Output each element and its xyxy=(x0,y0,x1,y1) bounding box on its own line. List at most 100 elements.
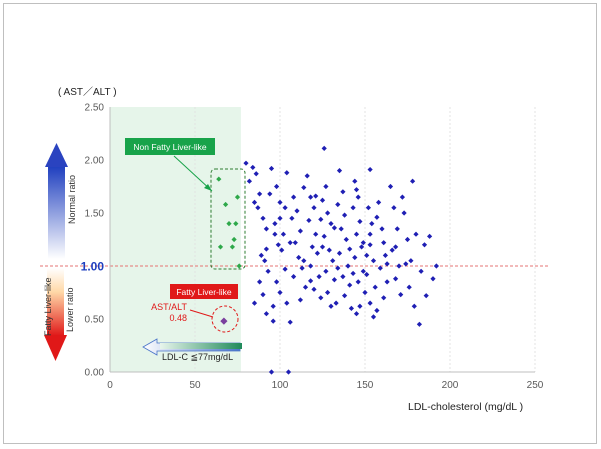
point-s0-43 xyxy=(313,231,319,237)
point-s0-40 xyxy=(308,194,314,200)
point-s0-124 xyxy=(268,369,275,375)
y-tick-label-0: 0.00 xyxy=(85,368,105,379)
point-s0-100 xyxy=(381,295,387,301)
x-tick-label-1: 50 xyxy=(189,380,201,391)
x-tick-label-2: 100 xyxy=(272,380,289,391)
point-s0-125 xyxy=(285,369,292,375)
point-s1-3 xyxy=(226,221,232,227)
point-s0-133 xyxy=(347,246,353,252)
point-s0-109 xyxy=(401,210,407,216)
point-s0-103 xyxy=(391,205,397,211)
point-s0-10 xyxy=(265,268,271,274)
point-s0-83 xyxy=(362,289,368,296)
point-s0-14 xyxy=(263,311,269,317)
point-s0-75 xyxy=(355,194,361,200)
lower-ratio-arrow xyxy=(44,268,67,361)
point-s0-73 xyxy=(348,305,354,311)
point-s0-101 xyxy=(374,307,380,314)
y-tick-label-1: 0.50 xyxy=(85,315,105,326)
point-s0-115 xyxy=(411,303,417,309)
point-s0-120 xyxy=(423,293,429,299)
point-s0-1 xyxy=(250,164,256,171)
point-s0-90 xyxy=(364,271,370,278)
non-fatty-dashed-box xyxy=(210,168,246,270)
point-s0-118 xyxy=(418,268,424,274)
point-s0-66 xyxy=(338,226,344,232)
point-s0-74 xyxy=(352,178,358,184)
point-s0-113 xyxy=(406,284,412,290)
point-s0-5 xyxy=(255,205,261,211)
ast-alt-value: 0.48 xyxy=(169,313,187,323)
point-s0-148 xyxy=(328,303,334,309)
point-s0-147 xyxy=(308,278,314,284)
y-tick-label-3: 1.50 xyxy=(85,209,105,220)
point-s0-72 xyxy=(342,293,348,299)
point-s0-0 xyxy=(243,160,249,166)
point-s0-25 xyxy=(277,289,283,296)
y-tick-label-4: 2.00 xyxy=(85,156,105,167)
point-s0-42 xyxy=(306,217,312,224)
point-s0-123 xyxy=(433,263,439,269)
point-s0-39 xyxy=(304,173,310,179)
point-s0-81 xyxy=(360,268,366,274)
point-s0-22 xyxy=(279,247,285,253)
x-axis-title: LDL-cholesterol (mg/dL ) xyxy=(408,401,523,413)
point-s0-132 xyxy=(331,225,337,231)
point-s0-29 xyxy=(291,194,297,200)
point-s0-137 xyxy=(287,240,293,246)
point-s2-0 xyxy=(220,317,228,325)
point-s0-70 xyxy=(340,274,346,280)
normal-ratio-arrow xyxy=(45,143,68,259)
point-s0-68 xyxy=(336,250,343,256)
point-s0-108 xyxy=(398,292,404,298)
fatty-pointer xyxy=(189,309,214,318)
point-s0-106 xyxy=(396,263,402,269)
point-s0-4 xyxy=(257,191,263,197)
point-s0-63 xyxy=(340,189,346,195)
point-s0-134 xyxy=(360,240,366,246)
point-s0-3 xyxy=(253,171,259,177)
point-s0-76 xyxy=(350,205,356,211)
point-s0-85 xyxy=(353,311,360,317)
point-s0-57 xyxy=(330,258,336,264)
point-s0-99 xyxy=(384,279,390,285)
point-s0-146 xyxy=(263,246,269,252)
point-s0-51 xyxy=(323,183,329,190)
point-s0-11 xyxy=(257,279,263,285)
point-s0-102 xyxy=(387,183,394,190)
point-s0-6 xyxy=(260,215,266,221)
point-s0-119 xyxy=(421,242,428,248)
point-s0-30 xyxy=(294,208,300,214)
point-s0-55 xyxy=(321,233,327,239)
point-s0-37 xyxy=(302,284,309,290)
point-s0-98 xyxy=(377,265,383,271)
point-s0-45 xyxy=(314,250,320,256)
point-s0-34 xyxy=(296,254,302,261)
ast-alt-label: AST/ALT xyxy=(151,302,187,312)
point-s0-80 xyxy=(352,254,358,261)
point-s0-17 xyxy=(274,183,280,190)
lower-ratio-label: Lower ratio xyxy=(65,287,75,332)
point-s0-88 xyxy=(367,242,373,248)
point-s0-36 xyxy=(291,274,297,280)
point-s0-152 xyxy=(277,215,283,221)
point-s0-31 xyxy=(289,215,295,221)
point-s0-78 xyxy=(353,231,360,237)
point-s0-16 xyxy=(268,165,275,172)
point-s0-67 xyxy=(343,236,349,243)
point-s1-7 xyxy=(229,244,235,250)
point-s0-135 xyxy=(374,214,380,220)
point-s0-145 xyxy=(408,258,414,264)
point-s0-89 xyxy=(370,258,377,264)
point-s0-19 xyxy=(272,221,278,227)
point-s0-136 xyxy=(301,258,307,264)
point-s0-107 xyxy=(393,276,399,282)
point-s1-8 xyxy=(236,263,242,269)
point-s0-58 xyxy=(323,268,329,274)
point-s0-86 xyxy=(365,205,371,211)
point-s0-141 xyxy=(350,270,356,277)
point-s0-38 xyxy=(297,297,303,303)
point-s0-143 xyxy=(381,240,387,246)
point-s0-13 xyxy=(251,300,258,306)
point-s0-33 xyxy=(292,240,298,246)
